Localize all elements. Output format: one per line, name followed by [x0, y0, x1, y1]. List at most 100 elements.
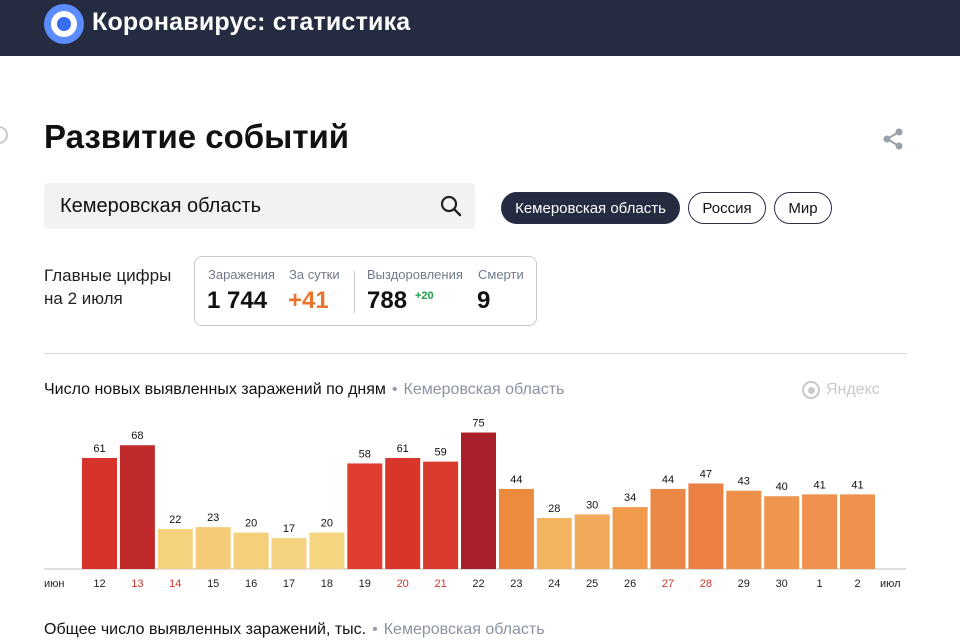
page-title: Развитие событий [44, 118, 350, 155]
chart-title-text: Число новых выявленных заражений по дням [44, 381, 386, 398]
main-figures-label-date: на 2 июля [44, 289, 123, 308]
chart-bar-24 [536, 518, 572, 569]
chart-tick-label-24: 24 [548, 578, 560, 590]
chart-bar-14 [157, 528, 193, 569]
recoveries-value: 788 [367, 287, 408, 314]
chart-bar-18 [309, 532, 345, 569]
share-icon[interactable] [880, 126, 906, 152]
chart-tick-label-20: 20 [397, 578, 409, 590]
bottom-chart-separator: • [372, 621, 378, 638]
chart-tick-label-28: 28 [700, 578, 712, 590]
chart-tick-label-19: 19 [359, 578, 371, 590]
chart-bar-25 [574, 514, 610, 569]
recoveries-caption: Выздоровления [367, 267, 463, 282]
chart-value-label-30: 40 [776, 481, 788, 493]
per-day-caption: За сутки [289, 267, 340, 282]
chart-tick-label-22: 22 [472, 578, 484, 590]
chart-x-start-label: июн [44, 578, 64, 590]
chart-bar-12 [82, 457, 117, 569]
chart-tick-label-18: 18 [321, 578, 333, 590]
chart-value-label-17: 17 [283, 523, 295, 535]
filter-chip-kemerovo[interactable]: Кемеровская область [501, 192, 680, 224]
chart-bar-23 [498, 488, 534, 569]
yandex-coronavirus-logo-icon[interactable] [44, 4, 84, 44]
chart-bar-30 [764, 496, 800, 569]
deaths-caption: Смерти [478, 267, 524, 282]
chart-title-region: Кемеровская область [403, 381, 565, 398]
chart-tick-label-26: 26 [624, 578, 636, 590]
chart-bar-1 [802, 494, 838, 569]
chart-tick-label-16: 16 [245, 578, 257, 590]
chart-value-label-22: 75 [472, 418, 484, 430]
yandex-watermark: Яндекс [802, 381, 880, 399]
chart-bar-13 [119, 445, 155, 569]
infections-caption: Заражения [208, 267, 275, 282]
left-edge-decoration [0, 126, 8, 144]
chart-value-label-23: 44 [510, 474, 522, 486]
chart-tick-label-1: 1 [817, 578, 823, 590]
chart-bar-15 [195, 527, 231, 569]
chart-value-label-28: 47 [700, 468, 712, 480]
chart-bar-22 [461, 432, 496, 569]
chart-tick-label-23: 23 [510, 578, 522, 590]
chart-tick-label-30: 30 [776, 578, 788, 590]
chart-bar-26 [612, 507, 648, 569]
chart-tick-label-14: 14 [169, 578, 181, 590]
region-search-input[interactable] [58, 193, 422, 219]
chart-tick-label-13: 13 [131, 578, 143, 590]
filter-chip-russia[interactable]: Россия [688, 192, 766, 224]
chart-tick-label-29: 29 [738, 578, 750, 590]
chart-value-label-21: 59 [434, 447, 446, 459]
chart-bar-29 [726, 490, 762, 569]
main-figures-label-line1: Главные цифры [44, 266, 172, 285]
bottom-chart-title-text: Общее число выявленных заражений, тыс. [44, 621, 367, 638]
chart-tick-label-21: 21 [434, 578, 446, 590]
chart-value-label-2: 41 [851, 479, 863, 491]
bottom-chart-region: Кемеровская область [383, 621, 545, 638]
filter-chip-world[interactable]: Мир [774, 192, 832, 224]
chart-bar-27 [650, 488, 686, 569]
infections-value: 1 744 [207, 287, 268, 314]
chart-value-label-12: 61 [93, 443, 105, 455]
chart-value-label-16: 20 [245, 518, 257, 530]
chart-value-label-25: 30 [586, 499, 598, 511]
chart-value-label-1: 41 [813, 479, 825, 491]
region-search [44, 183, 475, 229]
chart-bar-17 [271, 538, 307, 569]
chart-tick-label-15: 15 [207, 578, 219, 590]
chart-value-label-29: 43 [738, 476, 750, 488]
logo-ring [51, 11, 77, 37]
chart-value-label-14: 22 [169, 514, 181, 526]
deaths-value: 9 [477, 287, 491, 314]
logo-dot [57, 17, 71, 31]
chart-bar-28 [688, 483, 724, 569]
chart-tick-label-12: 12 [93, 578, 105, 590]
main-figures-label: Главные цифры на 2 июля [44, 264, 171, 310]
chart-value-label-26: 34 [624, 492, 636, 504]
chart-value-label-18: 20 [321, 518, 333, 530]
chart-tick-label-2: 2 [854, 578, 860, 590]
bottom-chart-title: Общее число выявленных заражений, тыс. • К… [44, 621, 545, 639]
recoveries-delta: +20 [415, 290, 434, 302]
stats-divider [354, 271, 355, 313]
search-icon[interactable] [439, 194, 463, 218]
chart-bar-21 [423, 461, 459, 569]
stats-summary-box: Заражения 1 744 За сутки +41 Выздоровлен… [194, 256, 537, 326]
chart-value-label-27: 44 [662, 474, 674, 486]
app-title[interactable]: Коронавирус: статистика [92, 8, 411, 36]
chart-tick-label-17: 17 [283, 578, 295, 590]
section-divider [44, 353, 907, 354]
chart-bar-2 [840, 494, 875, 569]
yandex-watermark-icon [802, 381, 820, 399]
chart-bar-19 [347, 463, 383, 569]
chart-value-label-13: 68 [131, 430, 143, 442]
chart-title-separator: • [391, 381, 398, 398]
per-day-value: +41 [288, 287, 329, 314]
chart-x-end-label: июл [880, 578, 901, 590]
chart-value-label-24: 28 [548, 503, 560, 515]
chart-value-label-19: 58 [359, 448, 371, 460]
chart-bar-16 [233, 532, 269, 569]
chart-value-label-15: 23 [207, 512, 219, 524]
yandex-watermark-text: Яндекс [826, 381, 880, 398]
chart-value-label-20: 61 [397, 443, 409, 455]
